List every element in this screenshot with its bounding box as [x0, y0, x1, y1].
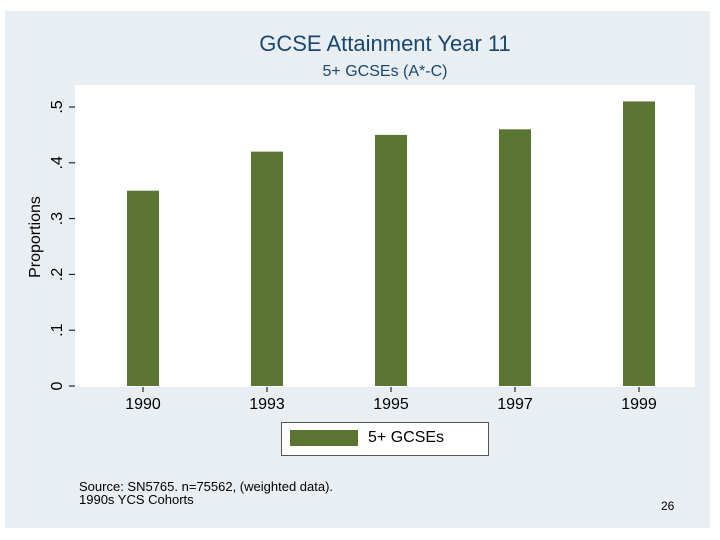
- y-tick-label: .3: [49, 212, 66, 225]
- cohort-note: 1990s YCS Cohorts: [79, 492, 194, 507]
- legend-label: 5+ GCSEs: [368, 429, 445, 446]
- page-number: 26: [661, 499, 675, 513]
- bar-1997: [499, 129, 531, 386]
- x-tick-label: 1997: [497, 396, 533, 413]
- source-note: Source: SN5765. n=75562, (weighted data)…: [79, 479, 334, 494]
- x-tick-label: 1995: [373, 396, 409, 413]
- legend-swatch: [290, 430, 358, 446]
- chart-subtitle: 5+ GCSEs (A*-C): [322, 63, 448, 80]
- chart-title: GCSE Attainment Year 11: [259, 31, 511, 56]
- y-tick-label: .1: [49, 323, 66, 336]
- y-tick-label: .4: [49, 156, 66, 169]
- y-axis-label: Proportions: [27, 196, 44, 278]
- bar-1995: [375, 134, 407, 386]
- bar-1999: [623, 101, 655, 387]
- y-tick-label: .5: [49, 100, 66, 113]
- x-tick-label: 1999: [621, 396, 657, 413]
- x-tick-label: 1990: [125, 396, 161, 413]
- bar-1990: [127, 190, 159, 386]
- legend: 5+ GCSEs: [281, 422, 489, 456]
- bar-1993: [251, 151, 283, 386]
- y-tick-label: 0: [49, 381, 66, 390]
- y-tick-label: .2: [49, 268, 66, 281]
- x-tick-label: 1993: [249, 396, 285, 413]
